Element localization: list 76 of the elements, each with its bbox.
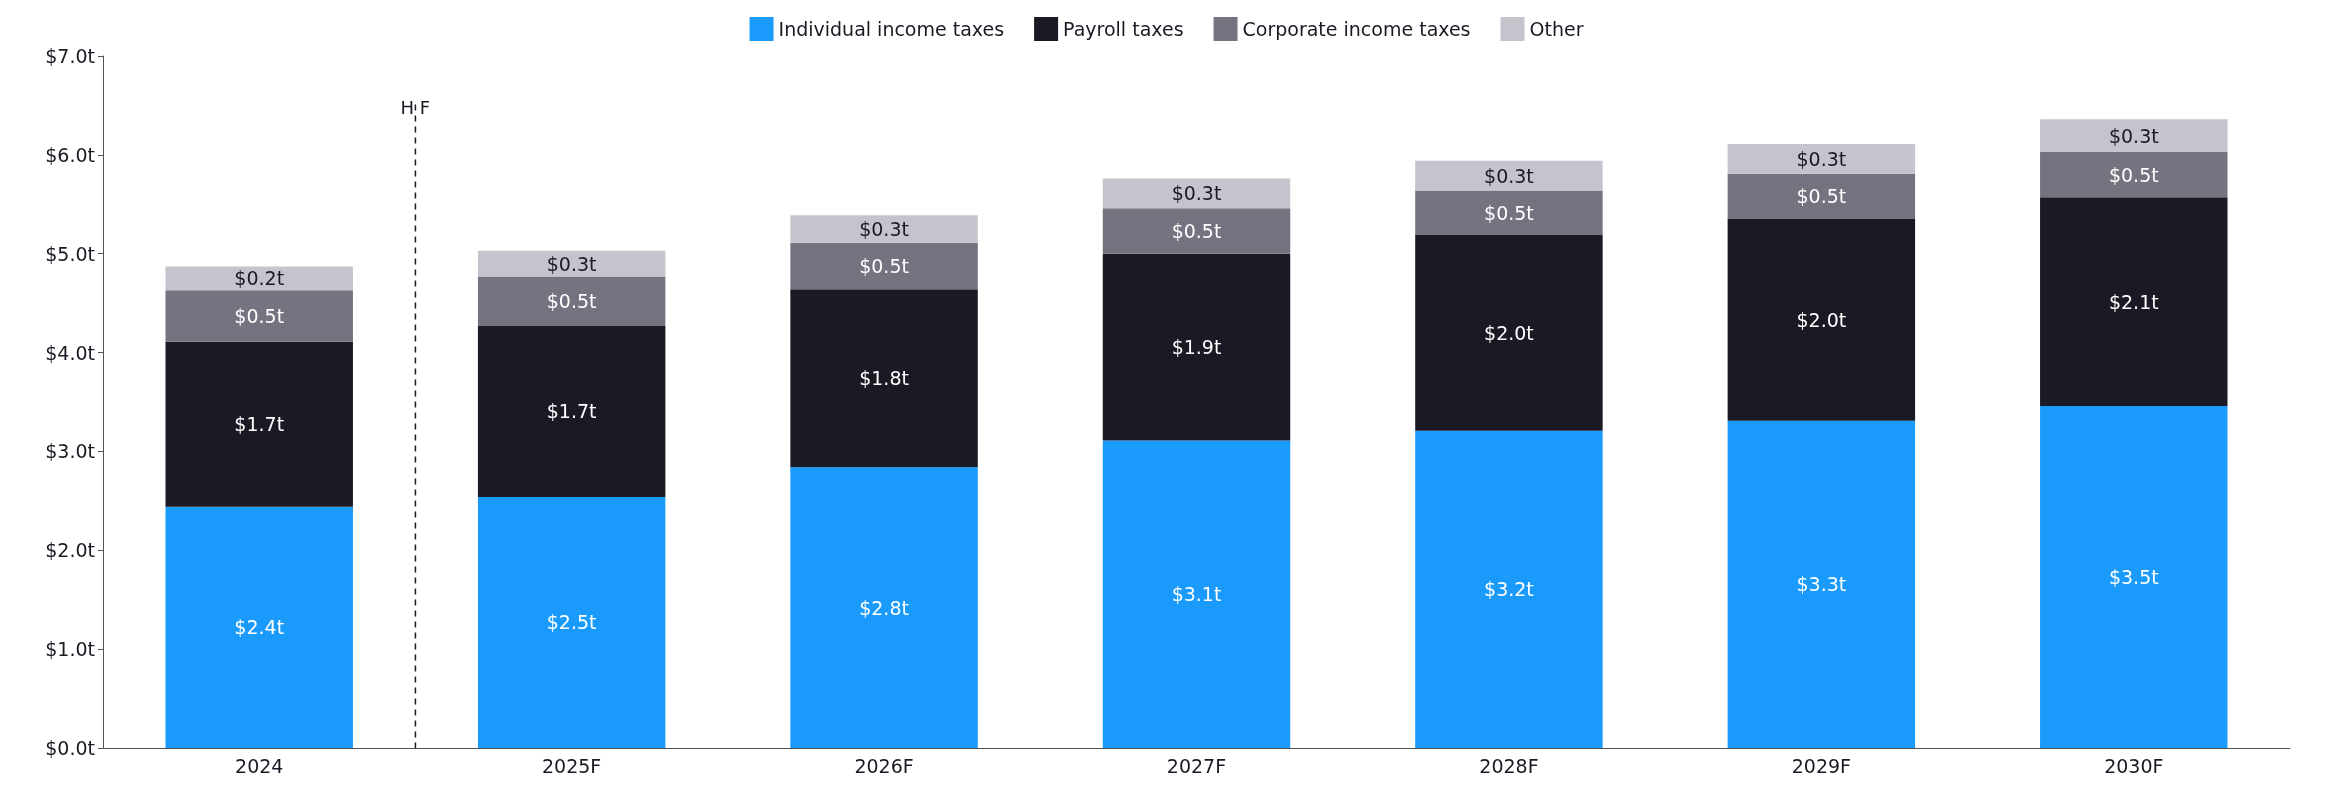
bar	[1727, 420, 1916, 748]
x-tick-label: 2024	[235, 754, 284, 777]
data-label: $0.5t	[1171, 219, 1222, 242]
bar	[1727, 143, 1916, 174]
data-label: $0.3t	[1796, 147, 1847, 170]
data-label: $3.1t	[1171, 583, 1222, 606]
data-label: $2.0t	[1484, 321, 1534, 344]
bar	[165, 266, 353, 291]
bar	[790, 215, 978, 243]
bar	[790, 289, 978, 468]
bar	[2040, 151, 2228, 198]
y-tick-label: $5.0t	[45, 242, 95, 265]
bar	[2040, 405, 2228, 748]
data-label: $2.4t	[234, 616, 285, 639]
data-label: $3.3t	[1796, 573, 1847, 596]
bar	[1415, 234, 1603, 431]
data-label: $0.5t	[546, 290, 597, 313]
bar	[165, 341, 353, 507]
x-tick-label: 2028F	[1479, 754, 1539, 777]
data-label: $1.7t	[546, 400, 597, 423]
bar	[1102, 208, 1291, 254]
bar	[1102, 253, 1291, 441]
data-label: $1.7t	[234, 413, 285, 436]
bar	[1415, 190, 1603, 235]
bar	[1102, 178, 1291, 209]
bar	[2040, 119, 2228, 152]
bar	[2040, 197, 2228, 406]
legend-label: Individual income taxes	[778, 18, 1005, 40]
data-label: $0.3t	[1171, 182, 1222, 205]
x-tick-label: 2027F	[1166, 754, 1227, 777]
bar	[477, 325, 666, 497]
data-label: $2.8t	[859, 596, 909, 619]
x-tick-label: 2026F	[854, 754, 914, 777]
annotation: H F	[400, 96, 431, 118]
y-tick-label: $1.0t	[45, 638, 95, 661]
y-tick-label: $2.0t	[45, 539, 95, 562]
data-label: $0.3t	[2108, 124, 2159, 147]
legend-label: Payroll taxes	[1063, 18, 1184, 40]
x-tick-label: 2029F	[1791, 754, 1852, 777]
legend-label: Other	[1529, 18, 1584, 40]
bar	[790, 467, 978, 748]
legend-label: Corporate income taxes	[1242, 18, 1471, 40]
y-tick-label: $7.0t	[45, 45, 95, 67]
data-label: $0.3t	[1484, 164, 1534, 187]
y-tick-label: $0.0t	[45, 737, 95, 759]
data-label: $2.5t	[546, 611, 597, 634]
y-tick-label: $6.0t	[45, 143, 95, 166]
y-tick-label: $4.0t	[45, 341, 95, 364]
data-label: $0.3t	[546, 252, 597, 275]
bar	[165, 290, 353, 342]
bar	[1415, 430, 1603, 748]
x-tick-label: 2030F	[2104, 754, 2164, 777]
data-label: $1.9t	[1171, 336, 1222, 359]
y-tick-label: $3.0t	[45, 440, 95, 463]
data-label: $0.2t	[234, 267, 285, 290]
x-tick-label: 2025F	[541, 754, 602, 777]
data-label: $3.2t	[1484, 578, 1534, 601]
bar	[477, 250, 666, 277]
data-label: $0.5t	[234, 304, 285, 327]
bar	[1727, 173, 1916, 220]
bar	[477, 496, 666, 748]
data-label: $0.3t	[859, 218, 909, 240]
bar	[165, 506, 353, 748]
bar	[477, 276, 666, 326]
data-label: $2.1t	[2108, 290, 2159, 313]
data-label: $1.8t	[859, 367, 909, 390]
data-label: $3.5t	[2108, 565, 2159, 588]
bar	[790, 242, 978, 290]
data-label: $0.5t	[1796, 185, 1847, 208]
data-label: $0.5t	[2108, 163, 2159, 186]
bar	[1102, 440, 1291, 748]
data-label: $2.0t	[1796, 308, 1847, 331]
data-label: $0.5t	[1484, 201, 1534, 224]
data-label: $0.5t	[859, 255, 909, 278]
bar	[1727, 219, 1916, 421]
bar	[1415, 160, 1603, 191]
